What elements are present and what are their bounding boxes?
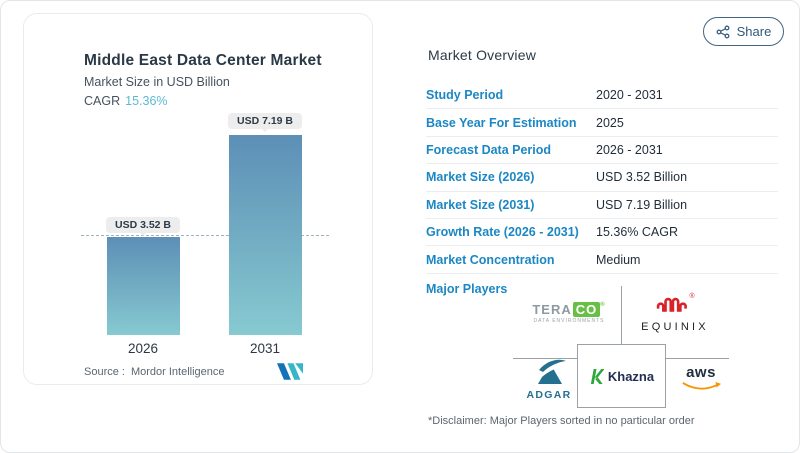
adgar-wordmark: ADGAR [526, 389, 572, 401]
mordor-intelligence-logo-icon [277, 363, 303, 380]
cagr-label: CAGR [84, 94, 121, 108]
teraco-logo: TERA CO ® DATA ENVIRONMENTS [519, 302, 619, 324]
overview-table: Study Period 2020 - 2031 Base Year For E… [426, 82, 778, 274]
row-value: USD 3.52 Billion [596, 170, 688, 185]
table-row: Forecast Data Period 2026 - 2031 [426, 137, 778, 165]
khazna-logo: Khazna [577, 344, 666, 408]
teraco-co-badge: CO [572, 302, 601, 317]
players-grid-divider [513, 358, 577, 359]
row-label: Forecast Data Period [426, 142, 552, 157]
source-label: Source : [84, 366, 125, 378]
equinix-mark-icon [657, 297, 688, 312]
share-label: Share [736, 24, 772, 39]
table-row: Base Year For Estimation 2025 [426, 109, 778, 137]
aws-wordmark: aws [686, 364, 716, 381]
major-players-label: Major Players [426, 282, 508, 296]
table-row: Market Size (2026) USD 3.52 Billion [426, 164, 778, 192]
registered-mark: ® [600, 302, 606, 308]
row-label: Growth Rate (2026 - 2031) [426, 225, 579, 240]
registered-mark: ® [689, 293, 695, 300]
row-value: 15.36% CAGR [596, 225, 678, 240]
chart-subtitle: Market Size in USD Billion [84, 75, 230, 89]
x-tick-2026: 2026 [127, 341, 159, 356]
bar-value-label-2026: USD 3.52 B [106, 217, 180, 236]
cagr-value: 15.36% [125, 94, 168, 108]
teraco-wordmark: TERA [532, 302, 572, 317]
khazna-wordmark: Khazna [607, 368, 655, 384]
x-tick-2031: 2031 [249, 341, 281, 356]
chart-title: Middle East Data Center Market [84, 52, 322, 69]
aws-smile-icon [682, 382, 721, 390]
share-icon [716, 25, 730, 38]
row-value: 2025 [596, 115, 624, 130]
bar-2026 [107, 237, 180, 335]
row-value: 2026 - 2031 [596, 142, 663, 157]
row-label: Market Concentration [426, 252, 555, 267]
table-row: Study Period 2020 - 2031 [426, 82, 778, 110]
row-value: 2020 - 2031 [596, 88, 663, 103]
players-grid-divider [621, 286, 622, 344]
overview-title: Market Overview [428, 47, 537, 63]
adgar-mark-icon [534, 359, 566, 384]
row-label: Market Size (2026) [426, 170, 535, 185]
cagr-line: CAGR 15.36% [84, 94, 168, 108]
players-grid-divider [666, 358, 729, 359]
table-row: Growth Rate (2026 - 2031) 15.36% CAGR [426, 219, 778, 247]
share-button[interactable]: Share [703, 17, 784, 46]
equinix-logo: ® EQUINIX [627, 293, 723, 333]
market-snapshot-card: Middle East Data Center Market Market Si… [23, 13, 373, 385]
aws-logo: aws [678, 364, 724, 398]
row-label: Study Period [426, 88, 504, 103]
source-row: Source : Mordor Intelligence [84, 366, 225, 378]
bar-value-label-2031: USD 7.19 B [228, 113, 302, 132]
source-value: Mordor Intelligence [130, 366, 225, 378]
row-value: USD 7.19 Billion [596, 197, 688, 212]
equinix-wordmark: EQUINIX [641, 321, 709, 333]
row-label: Market Size (2031) [426, 197, 535, 212]
teraco-tagline: DATA ENVIRONMENTS [533, 318, 605, 324]
table-row: Market Size (2031) USD 7.19 Billion [426, 192, 778, 219]
row-label: Base Year For Estimation [426, 115, 577, 130]
reference-dashline [81, 235, 329, 236]
adgar-logo: ADGAR [521, 357, 577, 401]
row-value: Medium [596, 252, 641, 267]
bar-2031 [229, 135, 302, 335]
table-row: Market Concentration Medium [426, 246, 778, 274]
khazna-mark-icon [590, 368, 604, 384]
players-disclaimer: *Disclaimer: Major Players sorted in no … [428, 415, 695, 427]
